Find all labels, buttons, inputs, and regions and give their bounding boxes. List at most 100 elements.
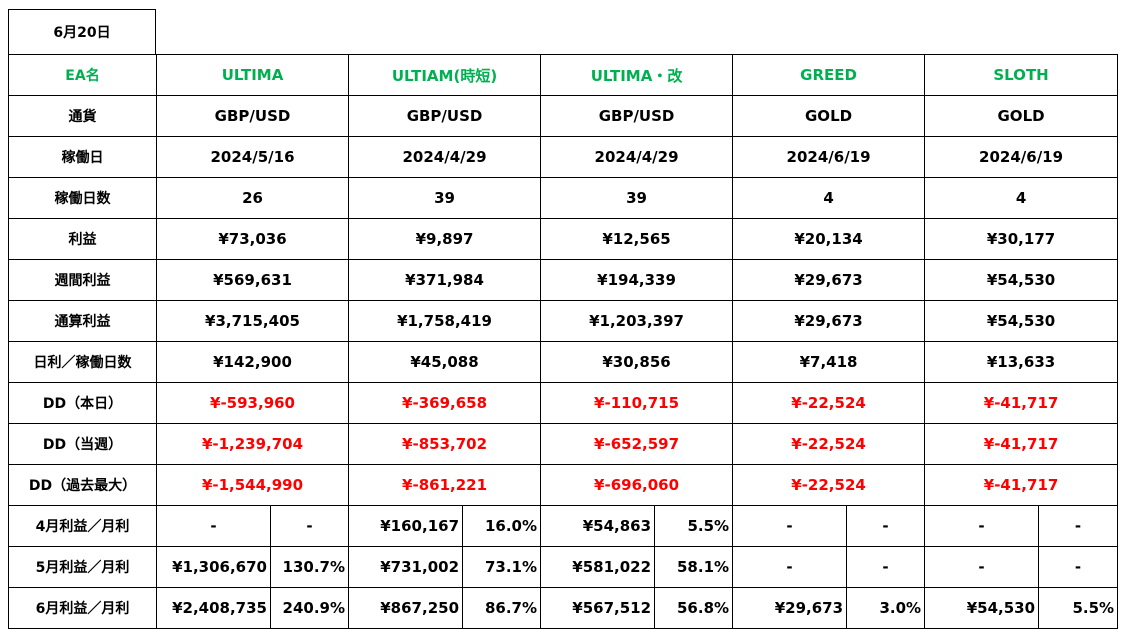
metric-row-weekly-profit: 週間利益 ¥569,631 ¥371,984 ¥194,339 ¥29,673 ¥54,5… <box>8 259 1119 301</box>
metric-cell: ¥-369,658 <box>348 382 542 424</box>
row-label: 通算利益 <box>8 300 157 342</box>
monthly-rate-cell: - <box>1038 505 1119 547</box>
metric-cell: ¥30,177 <box>924 218 1119 260</box>
monthly-rate-cell: - <box>1038 546 1119 588</box>
metric-row-currency: 通貨 GBP/USD GBP/USD GBP/USD GOLD GOLD <box>8 95 1119 137</box>
monthly-profit-cell: ¥567,512 <box>540 587 656 629</box>
metric-cell: ¥-22,524 <box>732 423 926 465</box>
metric-cell: ¥371,984 <box>348 259 542 301</box>
metric-row-start-date: 稼働日 2024/5/16 2024/4/29 2024/4/29 2024/6/19 2… <box>8 136 1119 178</box>
row-label: 利益 <box>8 218 157 260</box>
metric-cell: 2024/4/29 <box>348 136 542 178</box>
monthly-row: 6月利益／月利 ¥2,408,735 240.9% ¥867,250 86.7% ¥567… <box>8 587 1119 629</box>
metric-row-profit: 利益 ¥73,036 ¥9,897 ¥12,565 ¥20,134 ¥30,177 <box>8 218 1119 260</box>
row-label: DD（過去最大） <box>8 464 157 506</box>
row-label: 週間利益 <box>8 259 157 301</box>
monthly-profit-cell: - <box>924 505 1040 547</box>
metric-cell: ¥54,530 <box>924 259 1119 301</box>
row-label: DD（当週） <box>8 423 157 465</box>
metric-cell: ¥29,673 <box>732 259 926 301</box>
metric-cell: ¥-652,597 <box>540 423 734 465</box>
metric-cell: ¥142,900 <box>155 341 350 383</box>
metric-row-total-profit: 通算利益 ¥3,715,405 ¥1,758,419 ¥1,203,397 ¥29,67… <box>8 300 1119 342</box>
monthly-profit-cell: ¥29,673 <box>732 587 848 629</box>
row-label: 通貨 <box>8 95 157 137</box>
monthly-profit-cell: - <box>924 546 1040 588</box>
metric-cell: ¥569,631 <box>155 259 350 301</box>
metric-cell: ¥-861,221 <box>348 464 542 506</box>
metric-cell: GOLD <box>924 95 1119 137</box>
monthly-profit-cell: - <box>156 505 271 547</box>
monthly-profit-cell: ¥867,250 <box>348 587 464 629</box>
metric-cell: ¥-41,717 <box>924 464 1119 506</box>
row-label: 稼働日 <box>8 136 157 178</box>
monthly-row: 4月利益／月利 - - ¥160,167 16.0% ¥54,863 5.5% - - - - <box>8 505 1119 547</box>
metric-cell: GBP/USD <box>348 95 542 137</box>
row-label: 日利／稼働日数 <box>8 341 157 383</box>
metric-cell: ¥-853,702 <box>348 423 542 465</box>
metric-cell: ¥-1,544,990 <box>155 464 350 506</box>
metric-cell: ¥9,897 <box>348 218 542 260</box>
monthly-row: 5月利益／月利 ¥1,306,670 130.7% ¥731,002 73.1% ¥581… <box>8 546 1119 588</box>
metric-cell: ¥29,673 <box>732 300 926 342</box>
monthly-rate-cell: - <box>846 546 926 588</box>
monthly-rate-cell: - <box>846 505 926 547</box>
monthly-profit-cell: ¥581,022 <box>540 546 656 588</box>
ea-name-cell: ULTIMA <box>155 54 350 96</box>
metric-cell: ¥-696,060 <box>540 464 734 506</box>
metric-cell: 2024/6/19 <box>732 136 926 178</box>
monthly-rate-cell: 240.9% <box>269 587 350 629</box>
metric-cell: ¥1,203,397 <box>540 300 734 342</box>
metric-cell: ¥-22,524 <box>732 464 926 506</box>
metric-cell: GBP/USD <box>155 95 350 137</box>
metric-cell: 4 <box>732 177 926 219</box>
monthly-rate-cell: 56.8% <box>654 587 734 629</box>
metric-cell: ¥1,758,419 <box>348 300 542 342</box>
monthly-profit-cell: ¥731,002 <box>348 546 464 588</box>
ea-name-row: EA名 ULTIMA ULTIAM(時短) ULTIMA・改 GREED SLOTH <box>8 54 1119 96</box>
row-label: 稼働日数 <box>8 177 157 219</box>
metric-row-days: 稼働日数 26 39 39 4 4 <box>8 177 1119 219</box>
metric-row-daily-avg: 日利／稼働日数 ¥142,900 ¥45,088 ¥30,856 ¥7,418 ¥13,6… <box>8 341 1119 383</box>
metric-cell: 26 <box>155 177 350 219</box>
monthly-profit-cell: ¥2,408,735 <box>156 587 271 629</box>
monthly-profit-cell: ¥160,167 <box>348 505 464 547</box>
monthly-profit-cell: ¥54,530 <box>924 587 1040 629</box>
metric-cell: ¥73,036 <box>155 218 350 260</box>
row-label: 6月利益／月利 <box>8 587 157 629</box>
metric-cell: ¥54,530 <box>924 300 1119 342</box>
monthly-profit-cell: - <box>732 505 848 547</box>
monthly-rate-cell: 73.1% <box>462 546 542 588</box>
ea-name-cell: SLOTH <box>924 54 1119 96</box>
row-label: 5月利益／月利 <box>8 546 157 588</box>
row-label: 4月利益／月利 <box>8 505 157 547</box>
monthly-profit-cell: - <box>732 546 848 588</box>
metric-row-dd-week: DD（当週） ¥-1,239,704 ¥-853,702 ¥-652,597 ¥-22,… <box>8 423 1119 465</box>
metric-cell: ¥-593,960 <box>155 382 350 424</box>
monthly-rate-cell: 130.7% <box>269 546 350 588</box>
metric-cell: 39 <box>540 177 734 219</box>
metric-cell: 2024/6/19 <box>924 136 1119 178</box>
metric-cell: ¥-41,717 <box>924 423 1119 465</box>
monthly-profit-cell: ¥54,863 <box>540 505 656 547</box>
metric-cell: ¥-41,717 <box>924 382 1119 424</box>
metric-cell: 4 <box>924 177 1119 219</box>
monthly-rate-cell: 3.0% <box>846 587 926 629</box>
ea-performance-table: EA名 ULTIMA ULTIAM(時短) ULTIMA・改 GREED SLOTH 通貨 G… <box>8 54 1119 629</box>
ea-name-cell: ULTIMA・改 <box>540 54 734 96</box>
monthly-rate-cell: 16.0% <box>462 505 542 547</box>
metric-cell: ¥20,134 <box>732 218 926 260</box>
metric-cell: ¥3,715,405 <box>155 300 350 342</box>
metric-cell: ¥45,088 <box>348 341 542 383</box>
metric-cell: ¥-1,239,704 <box>155 423 350 465</box>
metric-cell: ¥30,856 <box>540 341 734 383</box>
metric-cell: ¥194,339 <box>540 259 734 301</box>
metric-cell: ¥12,565 <box>540 218 734 260</box>
metric-cell: ¥-110,715 <box>540 382 734 424</box>
monthly-rate-cell: 5.5% <box>654 505 734 547</box>
metric-row-dd-max: DD（過去最大） ¥-1,544,990 ¥-861,221 ¥-696,060 ¥-2… <box>8 464 1119 506</box>
date-label: 6月20日 <box>8 9 156 54</box>
metric-cell: GOLD <box>732 95 926 137</box>
metric-cell: 2024/4/29 <box>540 136 734 178</box>
metric-cell: GBP/USD <box>540 95 734 137</box>
